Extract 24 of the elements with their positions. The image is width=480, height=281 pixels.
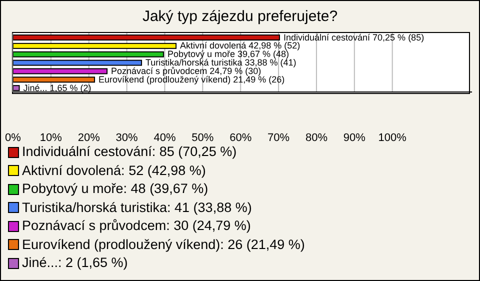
legend-label: Eurovíkend (prodloužený víkend): 26 (21,49 %)	[22, 236, 305, 254]
x-tick-label: 40%	[154, 132, 176, 144]
data-label: Individuální cestování 70,25 % (85)	[283, 32, 424, 42]
data-label: Turistika/horská turistika 33,88 % (41)	[146, 58, 296, 68]
legend-label: Turistika/horská turistika: 41 (33,88 %)	[22, 198, 252, 217]
x-tick-label: 90%	[343, 132, 366, 144]
data-label: Poznávací s průvodcem 24,79 % (30)	[111, 66, 262, 76]
x-tick-label: 30%	[116, 132, 138, 144]
x-tick-label: 50%	[192, 132, 214, 144]
x-tick-label: 100%	[378, 132, 407, 144]
legend-label: Jiné...: 2 (1,65 %)	[22, 254, 128, 272]
x-tick-label: 20%	[78, 132, 100, 144]
legend-label: Aktivní dovolená: 52 (42,98 %)	[22, 162, 206, 180]
data-label: Aktivní dovolená 42,98 % (52)	[180, 40, 300, 51]
x-tick-label: 0%	[5, 132, 22, 144]
x-tick-label: 60%	[230, 132, 252, 144]
x-tick-label: 70%	[268, 132, 290, 144]
legend-label: Poznávací s průvodcem: 30 (24,79 %)	[22, 217, 251, 235]
x-tick-label: 10%	[40, 132, 62, 144]
legend-label: Individuální cestování: 85 (70,25 %)	[22, 143, 237, 161]
legend-label: Pobytový u moře: 48 (39,67 %)	[22, 180, 208, 198]
data-label: Pobytový u moře 39,67 % (48)	[167, 49, 290, 60]
chart-title: Jaký typ zájezdu preferujete?	[141, 8, 339, 25]
x-tick-label: 80%	[305, 132, 328, 144]
